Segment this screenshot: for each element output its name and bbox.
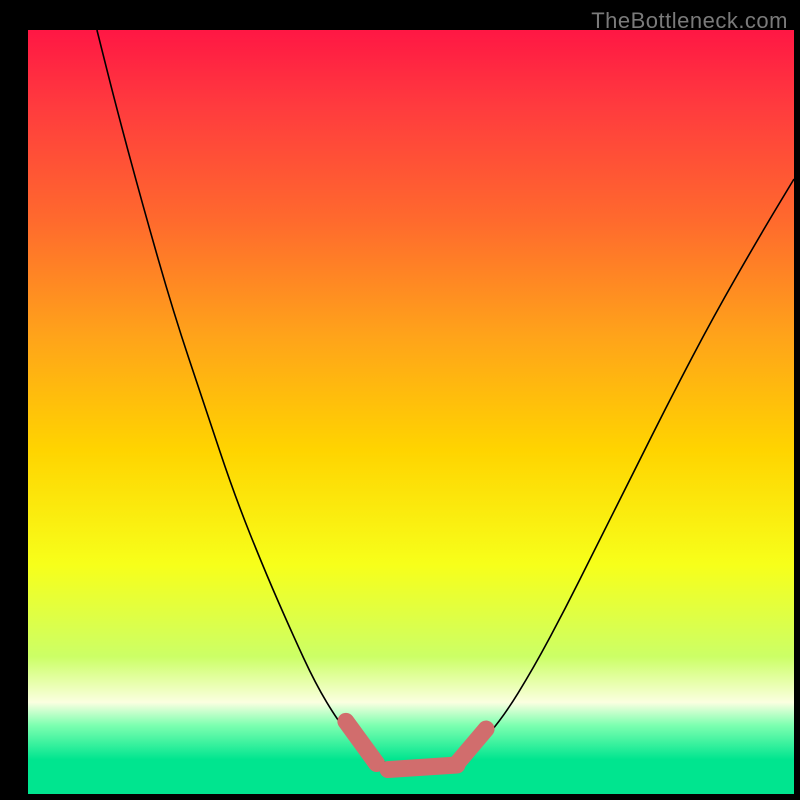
- marker-segment: [346, 721, 377, 763]
- main-curve: [97, 30, 794, 769]
- plot-panel: [28, 30, 794, 794]
- curve-layer: [28, 30, 794, 794]
- plot-frame: TheBottleneck.com: [0, 0, 800, 800]
- marker-segment: [457, 729, 486, 763]
- marker-segment: [388, 765, 457, 770]
- marker-highlight: [346, 721, 486, 769]
